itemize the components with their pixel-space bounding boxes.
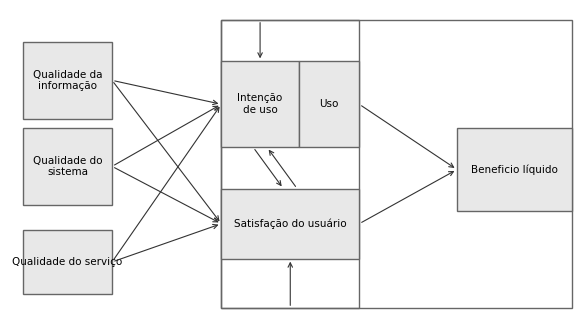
Bar [23, 230, 112, 294]
Bar [23, 128, 112, 204]
Text: Qualidade do serviço: Qualidade do serviço [12, 257, 123, 267]
Bar [221, 61, 299, 147]
Text: Qualidade da
informação: Qualidade da informação [33, 69, 102, 91]
Bar [457, 128, 572, 211]
Text: Uso: Uso [319, 99, 339, 109]
Bar [221, 20, 572, 308]
Bar [299, 61, 359, 147]
Text: Intenção
de uso: Intenção de uso [238, 93, 283, 115]
Bar [221, 20, 359, 308]
Bar [221, 189, 359, 259]
Text: Beneficio líquido: Beneficio líquido [471, 164, 558, 175]
Text: Qualidade do
sistema: Qualidade do sistema [33, 156, 102, 177]
Text: Satisfação do usuário: Satisfação do usuário [234, 219, 346, 229]
Bar [23, 42, 112, 119]
